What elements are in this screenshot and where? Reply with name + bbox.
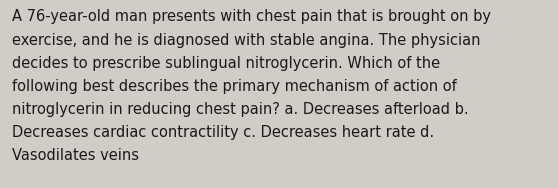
Text: following best describes the primary mechanism of action of: following best describes the primary mec… (12, 79, 457, 94)
Text: decides to prescribe sublingual nitroglycerin. Which of the: decides to prescribe sublingual nitrogly… (12, 56, 440, 71)
Text: A 76-year-old man presents with chest pain that is brought on by: A 76-year-old man presents with chest pa… (12, 9, 491, 24)
Text: Decreases cardiac contractility c. Decreases heart rate d.: Decreases cardiac contractility c. Decre… (12, 125, 434, 140)
Text: nitroglycerin in reducing chest pain? a. Decreases afterload b.: nitroglycerin in reducing chest pain? a.… (12, 102, 469, 117)
Text: exercise, and he is diagnosed with stable angina. The physician: exercise, and he is diagnosed with stabl… (12, 33, 481, 48)
Text: Vasodilates veins: Vasodilates veins (12, 148, 140, 163)
